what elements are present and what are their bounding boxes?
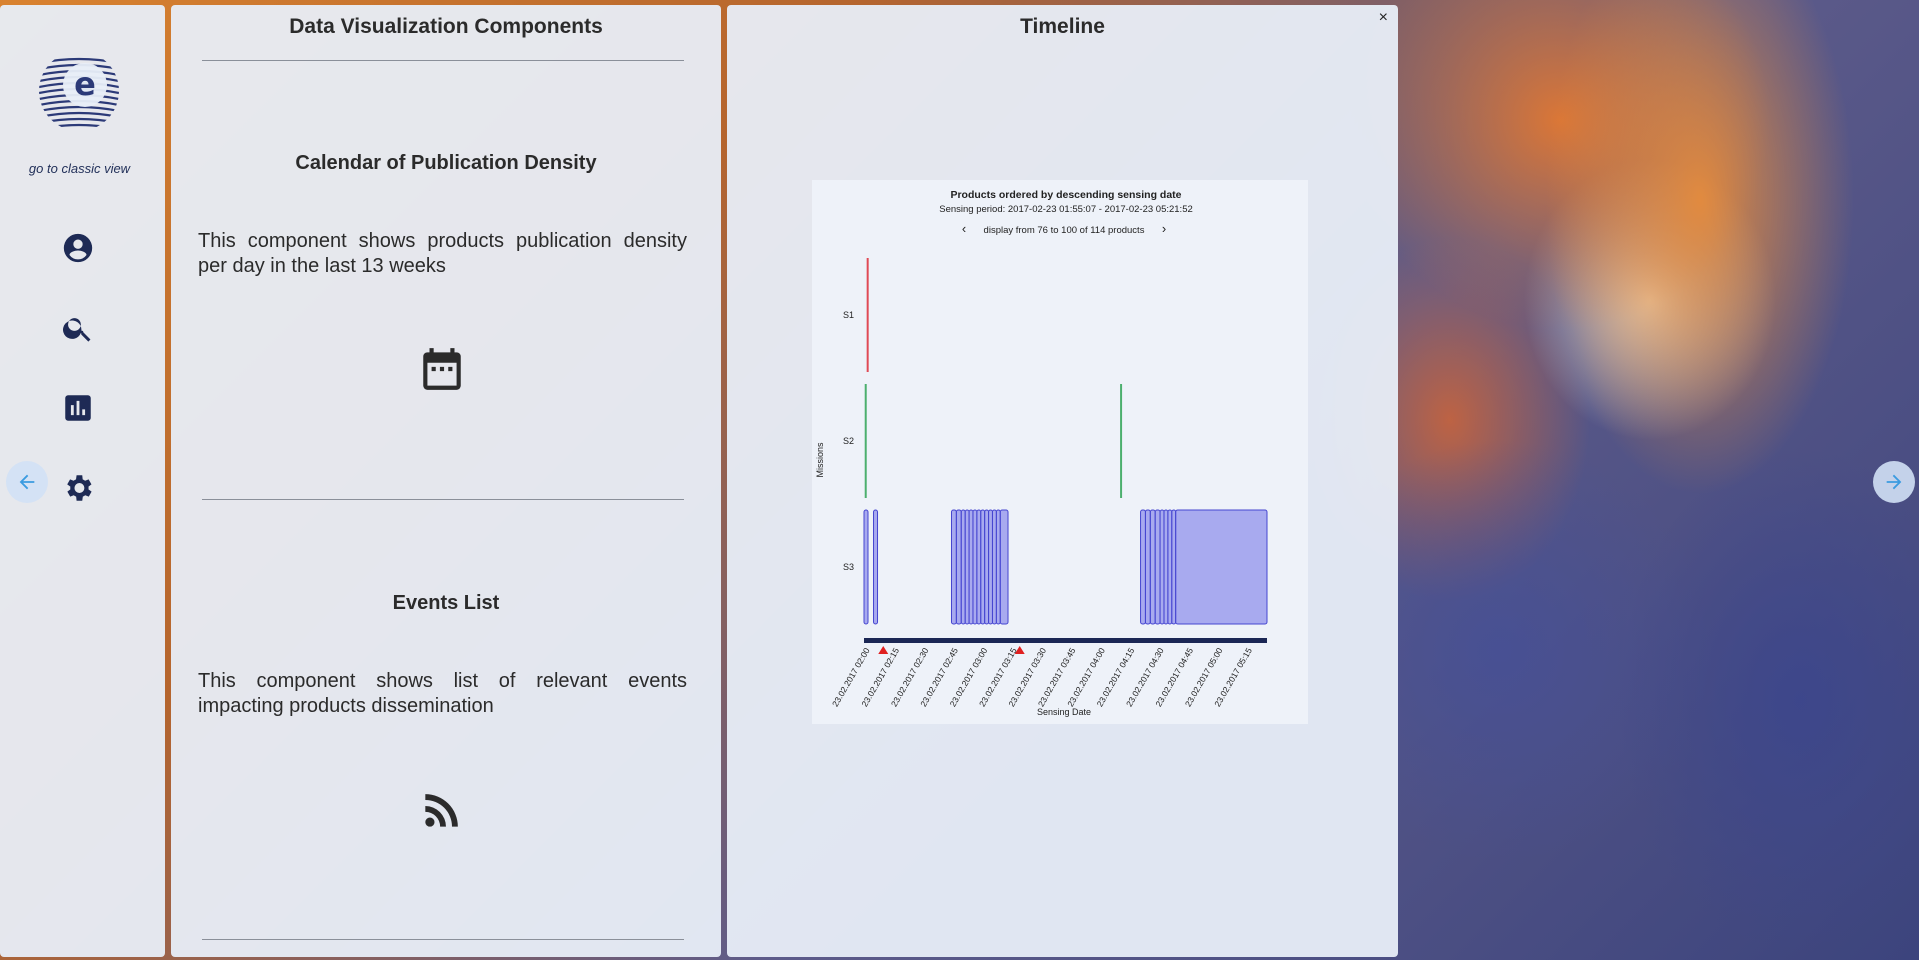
svg-text:e: e xyxy=(74,65,96,103)
mission-label-s3: S3 xyxy=(843,562,854,572)
timeline-panel: Timeline × Products ordered by descendin… xyxy=(727,5,1398,957)
chart-title: Products ordered by descending sensing d… xyxy=(950,189,1181,201)
mission-label-s1: S1 xyxy=(843,310,854,320)
event-marker[interactable] xyxy=(878,646,889,654)
divider xyxy=(202,499,684,500)
chart-subtitle: Sensing period: 2017-02-23 01:55:07 - 20… xyxy=(939,204,1193,215)
search-icon[interactable] xyxy=(61,311,95,345)
product-bar-s3[interactable] xyxy=(1140,509,1146,625)
arrow-right-icon xyxy=(1886,474,1902,490)
mission-label-s2: S2 xyxy=(843,436,854,446)
product-bar-s3[interactable] xyxy=(999,509,1009,625)
arrow-left-icon xyxy=(19,474,35,490)
product-bar-s3[interactable] xyxy=(955,509,962,625)
product-bar-s3[interactable] xyxy=(1144,509,1151,625)
divider xyxy=(202,60,684,61)
gear-icon[interactable] xyxy=(61,471,95,505)
product-bar-s3[interactable] xyxy=(873,509,879,625)
section-title-events: Events List xyxy=(392,592,500,614)
account-icon[interactable] xyxy=(61,231,95,265)
panel-title: Timeline xyxy=(1020,15,1105,38)
calendar-icon[interactable] xyxy=(417,344,467,394)
data-visualization-panel: Data Visualization Components Calendar o… xyxy=(171,5,721,957)
section-description-calendar: This component shows products publicatio… xyxy=(198,230,687,277)
y-axis-label: Missions xyxy=(815,442,825,478)
pagination-label: display from 76 to 100 of 114 products xyxy=(984,225,1145,236)
bar-chart-icon[interactable] xyxy=(61,391,95,425)
section-title-calendar: Calendar of Publication Density xyxy=(295,152,597,174)
esa-logo: e xyxy=(39,57,119,131)
panel-title: Data Visualization Components xyxy=(289,15,603,38)
divider xyxy=(202,939,684,940)
next-page-button[interactable]: › xyxy=(1162,221,1166,236)
rss-feed-icon[interactable] xyxy=(417,785,467,835)
prev-page-button[interactable]: ‹ xyxy=(962,221,966,236)
expand-arrow-button[interactable] xyxy=(1873,461,1915,503)
product-bar-s3[interactable] xyxy=(1175,509,1268,625)
timeline-chart: Products ordered by descending sensing d… xyxy=(812,180,1308,724)
product-bar-s3[interactable] xyxy=(863,509,869,625)
time-axis-bar xyxy=(864,638,1267,643)
section-description-events: This component shows list of relevant ev… xyxy=(198,670,687,717)
product-bar-s3[interactable] xyxy=(950,509,957,625)
product-bar-s3[interactable] xyxy=(1154,509,1161,625)
collapse-arrow-button[interactable] xyxy=(6,461,48,503)
product-bar-s3[interactable] xyxy=(1149,509,1156,625)
event-marker[interactable] xyxy=(1014,646,1025,654)
x-axis-label: Sensing Date xyxy=(1037,707,1091,717)
classic-view-link[interactable]: go to classic view xyxy=(28,161,131,176)
timeline-chart-svg: Products ordered by descending sensing d… xyxy=(815,189,1268,717)
close-button[interactable]: × xyxy=(1378,9,1388,26)
